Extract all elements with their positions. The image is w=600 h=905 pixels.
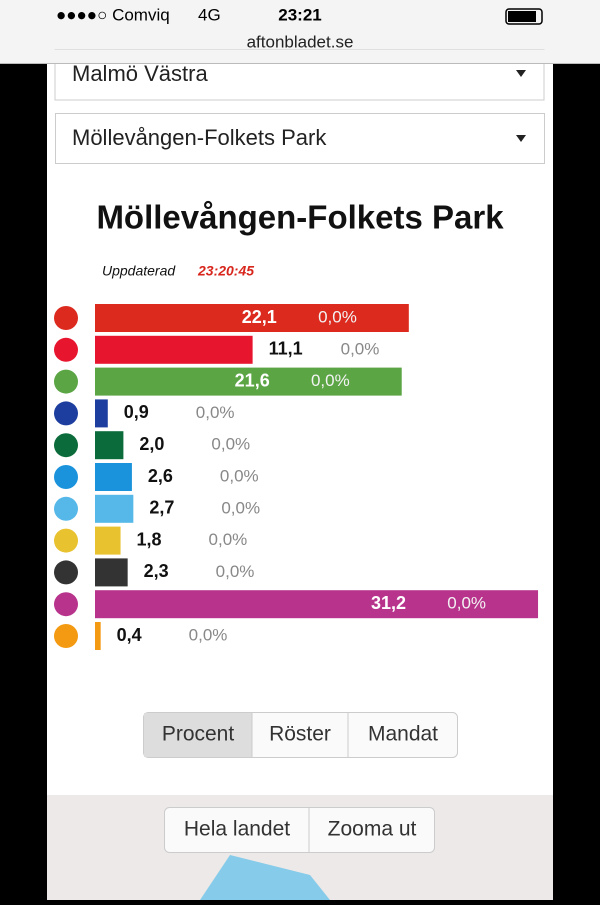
bar xyxy=(95,494,134,523)
bar xyxy=(95,335,253,364)
tab[interactable]: Procent xyxy=(162,723,235,746)
value-label: 2,0 xyxy=(139,434,164,454)
party-icon xyxy=(54,433,78,458)
change-label: 0,0% xyxy=(221,498,260,517)
change-label: 0,0% xyxy=(196,403,235,422)
value-label: 31,2 xyxy=(371,593,406,613)
change-label: 0,0% xyxy=(209,530,248,549)
value-label: 0,9 xyxy=(124,402,149,422)
value-label: 22,1 xyxy=(242,307,277,327)
change-label: 0,0% xyxy=(216,562,255,581)
bars: 22,1 0,0%11,1 0,0%21,6 0,0%0,9 0,0%2,0 0,0%2,… xyxy=(54,304,539,650)
chart-title: Möllevången-Folkets Park xyxy=(96,199,504,236)
dropdown-arrow xyxy=(516,135,526,142)
party-icon xyxy=(54,592,78,617)
value-label: 11,1 xyxy=(269,339,303,359)
bar xyxy=(95,558,128,587)
battery-level xyxy=(508,11,536,22)
dropdown-label: Möllevången-Folkets Park xyxy=(72,125,327,150)
party-icon xyxy=(54,465,78,489)
bar xyxy=(95,526,121,555)
updated-label: Uppdaterad xyxy=(102,263,176,279)
tab[interactable]: Mandat xyxy=(368,723,438,746)
bar xyxy=(95,399,108,428)
status-overlap xyxy=(47,50,553,64)
change-label: 0,0% xyxy=(447,594,486,613)
bar xyxy=(95,431,124,460)
bar xyxy=(95,590,539,619)
map-button[interactable]: Zooma ut xyxy=(328,818,417,841)
value-label: 1,8 xyxy=(137,529,162,549)
party-icon xyxy=(54,306,78,330)
bar xyxy=(95,304,409,332)
tab-selected xyxy=(144,713,252,757)
party-icon xyxy=(54,528,78,553)
map-button[interactable]: Hela landet xyxy=(184,818,290,841)
dropdown-arrow xyxy=(516,70,526,77)
party-icon xyxy=(54,496,78,521)
updated-time: 23:20:45 xyxy=(197,263,254,279)
tab[interactable]: Röster xyxy=(269,723,331,746)
bar xyxy=(95,367,402,396)
value-label: 0,4 xyxy=(117,625,142,645)
change-label: 0,0% xyxy=(318,307,357,326)
clock: 23:21 xyxy=(278,5,321,24)
change-label: 0,0% xyxy=(220,466,259,485)
party-icon xyxy=(54,560,78,585)
map-button-group xyxy=(164,807,435,853)
value-label: 2,3 xyxy=(144,561,169,581)
battery xyxy=(505,8,543,25)
change-label: 0,0% xyxy=(189,625,228,644)
network: 4G xyxy=(198,5,221,24)
value-label: 2,6 xyxy=(148,466,173,486)
change-label: 0,0% xyxy=(311,371,350,390)
url[interactable]: aftonbladet.se xyxy=(247,32,354,51)
party-icon xyxy=(54,624,78,648)
party-icon xyxy=(54,401,78,426)
value-label: 2,7 xyxy=(149,498,174,518)
bar xyxy=(95,622,101,650)
value-label: 21,6 xyxy=(235,370,270,390)
party-icon xyxy=(54,337,78,362)
change-label: 0,0% xyxy=(211,435,250,454)
map-region xyxy=(200,855,330,900)
carrier: ●●●●○ Comviq xyxy=(56,5,170,24)
dropdown-label: Malmö Västra xyxy=(72,61,208,86)
party-icon xyxy=(54,369,78,394)
dropdown[interactable] xyxy=(55,113,545,164)
change-label: 0,0% xyxy=(341,339,380,358)
bar xyxy=(95,463,132,491)
